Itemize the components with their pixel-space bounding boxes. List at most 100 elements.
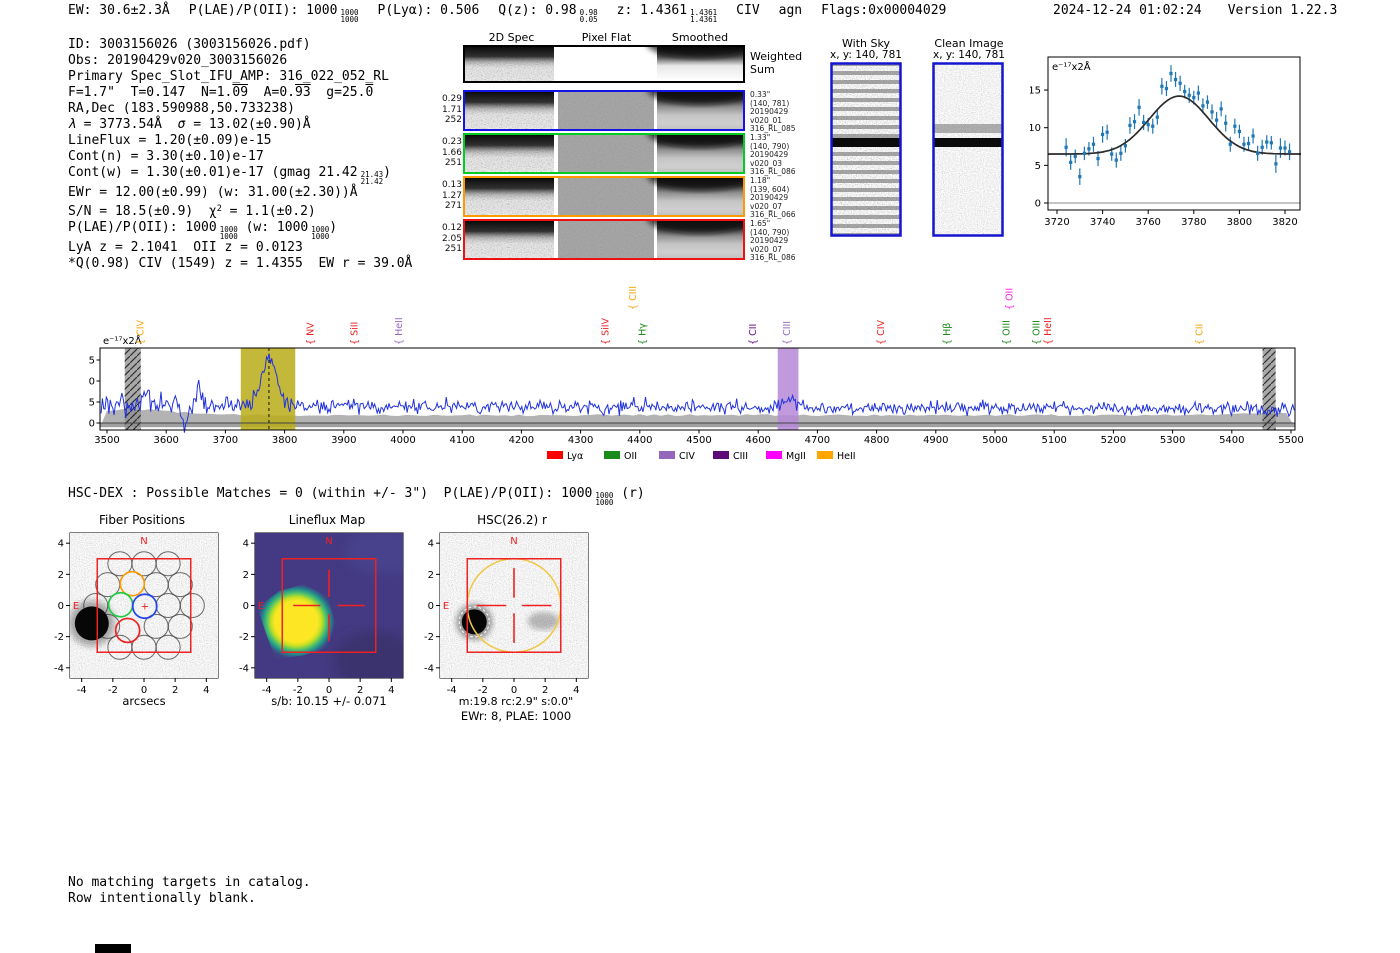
data-point <box>1064 145 1068 149</box>
withsky-title: With Sky <box>842 37 890 50</box>
x-tick-label: 3800 <box>272 435 297 446</box>
x-tick-label: 4300 <box>568 435 593 446</box>
detection-id: ID: 3003156026 (3003156026.pdf) <box>68 37 311 52</box>
data-point <box>1246 141 1251 146</box>
cutout-x-tick-label: -4 <box>262 685 272 696</box>
fiber-weight-value: 0.23 <box>441 137 462 147</box>
clean-image <box>932 62 1004 237</box>
legend-swatch <box>817 451 833 459</box>
data-point <box>1196 91 1200 95</box>
fiber-circle-red <box>114 617 141 644</box>
data-point <box>1269 141 1273 145</box>
fiber-info-value: 20190429 <box>750 193 789 203</box>
wavelength-sigma: λ = 3773.54Å σ = 13.02(±0.90)Å <box>68 117 311 132</box>
cutout-x-tick-label: -2 <box>293 685 303 696</box>
extraction-region-box <box>281 558 377 653</box>
data-point <box>1132 120 1137 124</box>
cutout-y-tick-label: 0 <box>58 601 64 612</box>
col-header-smoothed: Smoothed <box>671 31 729 44</box>
emission-line-label: { SiII <box>349 322 360 345</box>
y-tick-label: 5 <box>89 398 95 409</box>
fiber-info-value: (140, 781) <box>750 98 790 108</box>
fiber-positions-cutout: arcsecs -4 -4 -2 -2 0 0 2 2 4 4 + N E <box>54 532 219 708</box>
x-tick-label: 3500 <box>94 435 119 446</box>
x-tick-label: 4000 <box>390 435 415 446</box>
plae-sup: 1000 <box>340 8 359 17</box>
primary-spec-slot: Primary Spec_Slot_IFU_AMP: 316_022_052_R… <box>68 69 389 84</box>
clean-title: Clean Image <box>934 37 1004 50</box>
fiber-info-value: 1.33" <box>750 133 771 142</box>
header-right: 2024-12-24 01:02:24 Version 1.22.3 <box>1053 3 1337 18</box>
x-tick-label: 5100 <box>1041 435 1066 446</box>
page-corner-mark <box>95 944 131 953</box>
highlight-band <box>240 348 296 430</box>
fiber-weight-value: 2.05 <box>441 233 462 244</box>
x-tick-label: 4600 <box>745 435 770 446</box>
data-point <box>1224 121 1228 125</box>
ra-dec: RA,Dec (183.590988,50.733238) <box>68 101 295 116</box>
emission-line-label: { OII <box>1005 288 1016 310</box>
inset-y-tick-label: 5 <box>1035 161 1041 172</box>
cutout-x-tick-label: 0 <box>141 685 147 696</box>
fiber-info-value: 316_RL_086 <box>750 167 796 177</box>
data-point <box>1078 175 1082 179</box>
photometry-line: F=1.7" T=0.147 N=1.09 A=0.93 g=25.0 <box>68 85 374 100</box>
cutout-title-hsc: HSC(26.2) r <box>477 513 547 527</box>
data-point <box>1069 160 1073 164</box>
data-point <box>1110 152 1114 156</box>
data-point <box>1082 151 1086 155</box>
data-point <box>1219 107 1223 111</box>
cutout-x-tick-label: -2 <box>108 685 118 696</box>
cutout-y-tick-label: -4 <box>54 663 64 674</box>
source-aperture-circle <box>458 606 490 638</box>
fiber-info-value: 20190429 <box>750 107 789 117</box>
data-point <box>1142 120 1146 125</box>
emission-line-label: { NV <box>306 322 317 345</box>
z-fraction: 1.4361 1.4361 <box>690 9 718 24</box>
emission-line-label: { SiIV <box>600 317 611 345</box>
hsc-r-cutout: m:19.8 rc:2.9" s:0.0" EWr: 8, PLAE: 1000… <box>424 532 589 723</box>
data-point <box>1233 124 1237 128</box>
emission-line-label: { HeII <box>394 317 405 345</box>
cutout-title-fibers: Fiber Positions <box>98 513 186 527</box>
redshift-solutions: LyA z = 2.1041 OII z = 0.0123 <box>68 240 303 255</box>
spec2d-row-left-labels: 0.29 1.71 252 <box>434 94 462 126</box>
cutout-y-tick-label: -2 <box>424 632 434 643</box>
highlight-band <box>777 348 799 430</box>
emission-line-label: { CIV <box>876 320 887 345</box>
x-tick-label: 5000 <box>982 435 1007 446</box>
data-point <box>1123 144 1127 148</box>
data-point <box>1251 134 1255 138</box>
object-type-label: agn <box>778 3 803 18</box>
fiber-info-value: 20190429 <box>750 236 789 246</box>
data-point <box>1169 71 1173 76</box>
legend-swatch <box>713 451 729 459</box>
emission-line-label: { CIII <box>782 321 793 345</box>
col-header-2dspec: 2D Spec <box>488 31 535 44</box>
cutout-x-tick-label: 2 <box>357 685 363 696</box>
cutout-y-tick-label: 4 <box>243 539 249 550</box>
data-point <box>1201 104 1205 108</box>
plae-poii-value: P(LAE)/P(OII): 1000 1000 1000 <box>189 3 359 23</box>
z-sub: 1.4361 <box>690 15 718 24</box>
x-tick-label: 5200 <box>1101 435 1126 446</box>
spec2d-row-right-labels: 1.18" (139, 604) 20190429 v020_07 316_RL_066 <box>750 176 816 220</box>
spec2d-row-weighted-sum <box>463 27 754 83</box>
data-point <box>1160 84 1164 88</box>
flags-value: Flags:0x00004029 <box>821 3 947 18</box>
y-tick-label: 0 <box>89 419 95 430</box>
cutout-x-tick-label: 0 <box>511 685 517 696</box>
spec2d-row-exposure-1 <box>463 71 754 131</box>
data-point <box>1274 162 1278 166</box>
inset-y-tick-label: 15 <box>1030 86 1041 97</box>
ew-value: EW: 30.6±2.3Å <box>68 3 170 18</box>
spec2d-row-right-labels: 1.33" (140, 790) 20190429 v020_03 316_RL_086 <box>750 133 816 177</box>
plae-poii-line: P(LAE)/P(OII): 1000 1000 1000 (w: 1000 1000… <box>68 220 338 241</box>
cutout-x-tick-label: -2 <box>478 685 488 696</box>
fiber-weight-value: 251 <box>444 158 462 168</box>
fiber-weight-value: 271 <box>444 201 462 211</box>
spec2d-row-image <box>465 157 754 215</box>
fiber-info-value: v020_03 <box>750 158 783 168</box>
data-point <box>1119 151 1123 155</box>
y-tick-label: 15 <box>88 356 95 367</box>
